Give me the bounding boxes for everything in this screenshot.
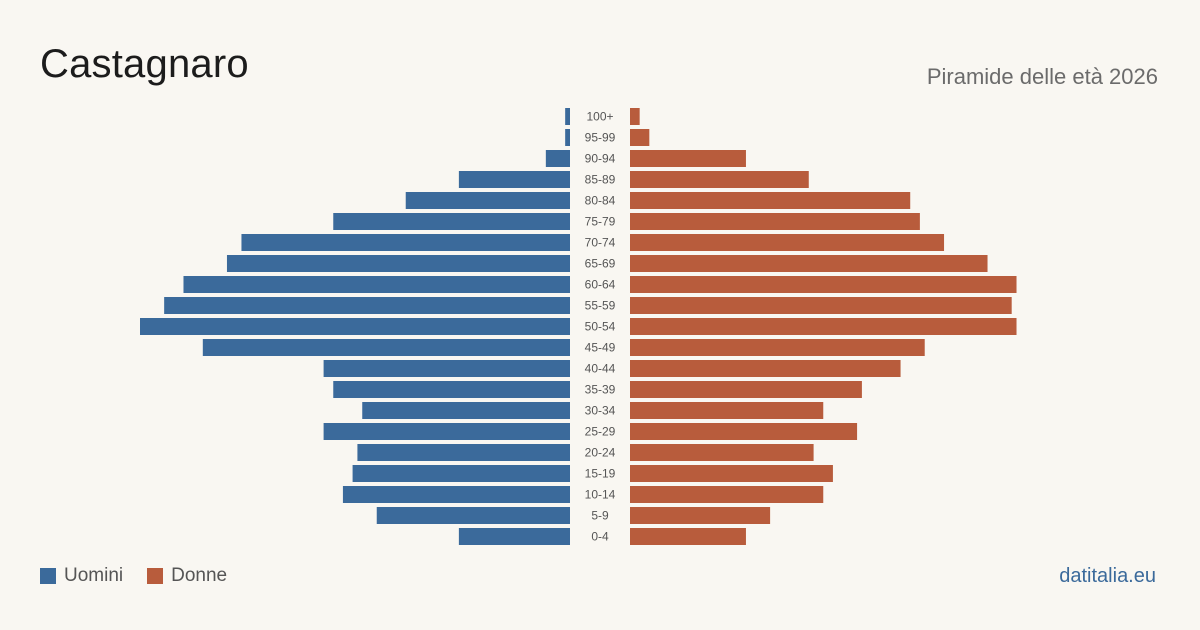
bar-men-40-44	[323, 360, 570, 377]
age-label-25-29: 25-29	[585, 425, 616, 439]
bar-women-80-84	[630, 192, 911, 209]
legend-label-men: Uomini	[64, 565, 124, 586]
age-label-80-84: 80-84	[585, 194, 616, 208]
age-label-5-9: 5-9	[591, 509, 609, 523]
legend-swatch-men	[40, 568, 56, 584]
legend-item-men[interactable]: Uomini	[40, 565, 123, 587]
bar-women-0-4	[630, 528, 746, 545]
bar-men-90-94	[545, 150, 570, 167]
bar-men-65-69	[226, 255, 570, 272]
bar-women-65-69	[630, 255, 988, 272]
age-label-35-39: 35-39	[585, 383, 616, 397]
age-label-85-89: 85-89	[585, 173, 616, 187]
legend-item-women[interactable]: Donne	[147, 565, 227, 587]
bar-women-30-34	[630, 402, 824, 419]
bar-women-35-39	[630, 381, 862, 398]
legend-label-women: Donne	[171, 565, 228, 586]
bar-men-80-84	[405, 192, 570, 209]
source-link[interactable]: datitalia.eu	[1059, 565, 1156, 587]
age-label-15-19: 15-19	[585, 467, 616, 481]
chart-subtitle: Piramide delle età 2026	[926, 64, 1158, 89]
bar-women-90-94	[630, 150, 746, 167]
age-label-50-54: 50-54	[585, 320, 616, 334]
age-label-60-64: 60-64	[585, 278, 616, 292]
age-label-75-79: 75-79	[585, 215, 616, 229]
bar-men-5-9	[376, 507, 570, 524]
bar-women-75-79	[630, 213, 920, 230]
bar-men-55-59	[164, 297, 571, 314]
bar-men-20-24	[357, 444, 570, 461]
bar-women-55-59	[630, 297, 1012, 314]
bar-men-100+	[565, 108, 570, 125]
page-title: Castagnaro	[40, 42, 249, 86]
bar-women-20-24	[630, 444, 814, 461]
bar-men-95-99	[565, 129, 570, 146]
age-label-55-59: 55-59	[585, 299, 616, 313]
age-label-70-74: 70-74	[585, 236, 616, 250]
bar-men-0-4	[458, 528, 570, 545]
bar-men-30-34	[362, 402, 570, 419]
bar-women-40-44	[630, 360, 901, 377]
bar-women-60-64	[630, 276, 1017, 293]
legend-swatch-women	[147, 568, 164, 584]
bar-women-15-19	[630, 465, 833, 482]
bar-men-50-54	[140, 318, 570, 335]
bar-women-45-49	[630, 339, 925, 356]
bar-men-85-89	[458, 171, 570, 188]
age-label-20-24: 20-24	[585, 446, 616, 460]
bar-men-35-39	[333, 381, 570, 398]
age-label-95-99: 95-99	[585, 131, 616, 145]
bar-women-85-89	[630, 171, 809, 188]
bar-women-100+	[630, 108, 640, 125]
age-label-65-69: 65-69	[585, 257, 616, 271]
age-label-0-4: 0-4	[591, 530, 609, 544]
bar-men-45-49	[202, 339, 570, 356]
bar-women-50-54	[630, 318, 1017, 335]
bar-women-5-9	[630, 507, 771, 524]
bar-men-75-79	[333, 213, 570, 230]
age-label-40-44: 40-44	[585, 362, 616, 376]
bar-men-10-14	[342, 486, 570, 503]
bar-women-10-14	[630, 486, 824, 503]
age-label-100+: 100+	[586, 110, 613, 124]
bar-men-70-74	[241, 234, 570, 251]
bar-men-15-19	[352, 465, 570, 482]
bar-men-25-29	[323, 423, 570, 440]
bar-men-60-64	[183, 276, 570, 293]
age-label-90-94: 90-94	[585, 152, 616, 166]
bar-women-95-99	[630, 129, 650, 146]
bar-women-70-74	[630, 234, 945, 251]
age-label-30-34: 30-34	[585, 404, 616, 418]
legend: Uomini Donne	[40, 565, 227, 587]
bar-women-25-29	[630, 423, 858, 440]
age-label-45-49: 45-49	[585, 341, 616, 355]
age-label-10-14: 10-14	[585, 488, 616, 502]
